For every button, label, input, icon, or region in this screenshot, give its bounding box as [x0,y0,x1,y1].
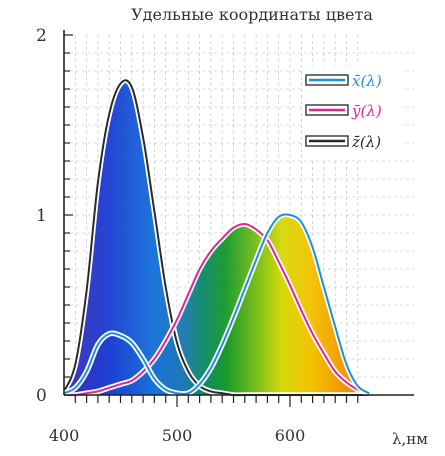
x-bar-curve [64,213,370,396]
x-tick-label: 400 [49,426,80,445]
legend-z-bar-label: z̄(λ) [351,133,381,151]
axes [63,30,414,407]
y-bar-curve [64,222,370,397]
x-axis-label: λ,нм [392,430,428,448]
x-tick-label: 600 [275,426,306,445]
z-bar-fill [64,80,370,396]
y-tick-label: 1 [36,206,47,226]
y-tick-labels: 0 1 2 [36,26,47,406]
x-tick-label: 500 [162,426,193,445]
legend-y-bar-label: ȳ(λ) [351,102,382,120]
spectral-fills [64,80,370,396]
y-tick-label: 0 [36,386,47,406]
legend-x-bar-label: x̄(λ) [352,72,382,90]
y-tick-label: 2 [36,26,47,46]
x-tick-labels: 400 500 600 [49,426,306,445]
chart-title: Удельные координаты цвета [131,5,373,24]
legend: x̄(λ) ȳ(λ) z̄(λ) [302,66,402,158]
x-bar-fill [64,214,370,395]
